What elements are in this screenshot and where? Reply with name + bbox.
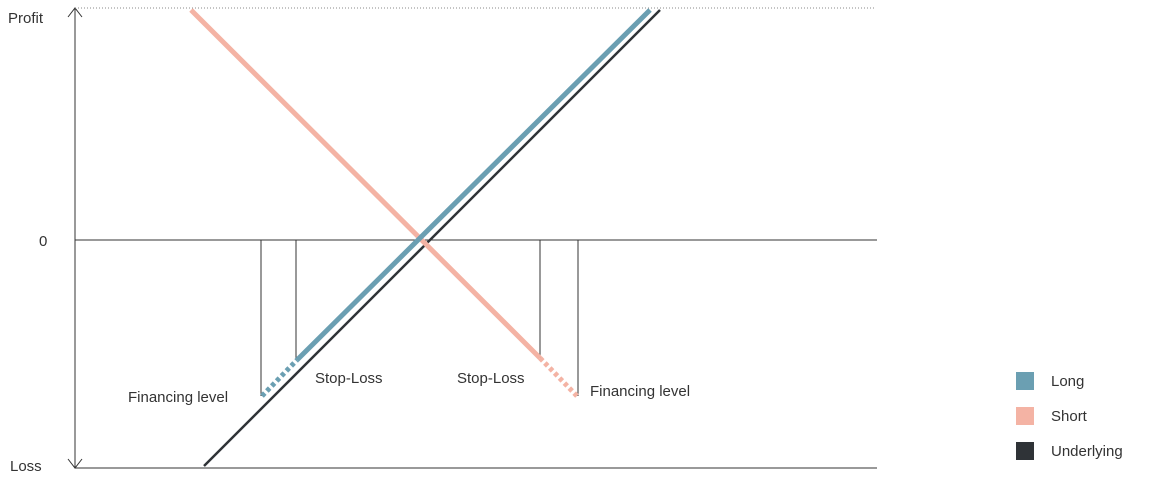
- short-line-dotted: [538, 356, 579, 398]
- loss-label: Loss: [10, 458, 42, 475]
- legend-item-underlying: Underlying: [1016, 442, 1123, 460]
- legend: Long Short Underlying: [1016, 372, 1123, 477]
- legend-swatch-short: [1016, 407, 1034, 425]
- short-line: [189, 8, 542, 360]
- long-stop-loss-label: Stop-Loss: [315, 370, 383, 387]
- short-stop-loss-label: Stop-Loss: [457, 370, 525, 387]
- legend-swatch-underlying: [1016, 442, 1034, 460]
- profit-label: Profit: [8, 10, 44, 27]
- zero-label: 0: [39, 233, 47, 250]
- legend-label-short: Short: [1051, 407, 1087, 425]
- legend-label-underlying: Underlying: [1051, 442, 1123, 460]
- legend-item-long: Long: [1016, 372, 1123, 390]
- long-line: [295, 8, 652, 362]
- underlying-line: [203, 9, 661, 467]
- long-financing-level-label: Financing level: [128, 389, 228, 406]
- short-financing-level-label: Financing level: [590, 383, 690, 400]
- legend-item-short: Short: [1016, 407, 1123, 425]
- legend-label-long: Long: [1051, 372, 1085, 390]
- long-line-dotted: [260, 358, 299, 398]
- legend-swatch-long: [1016, 372, 1034, 390]
